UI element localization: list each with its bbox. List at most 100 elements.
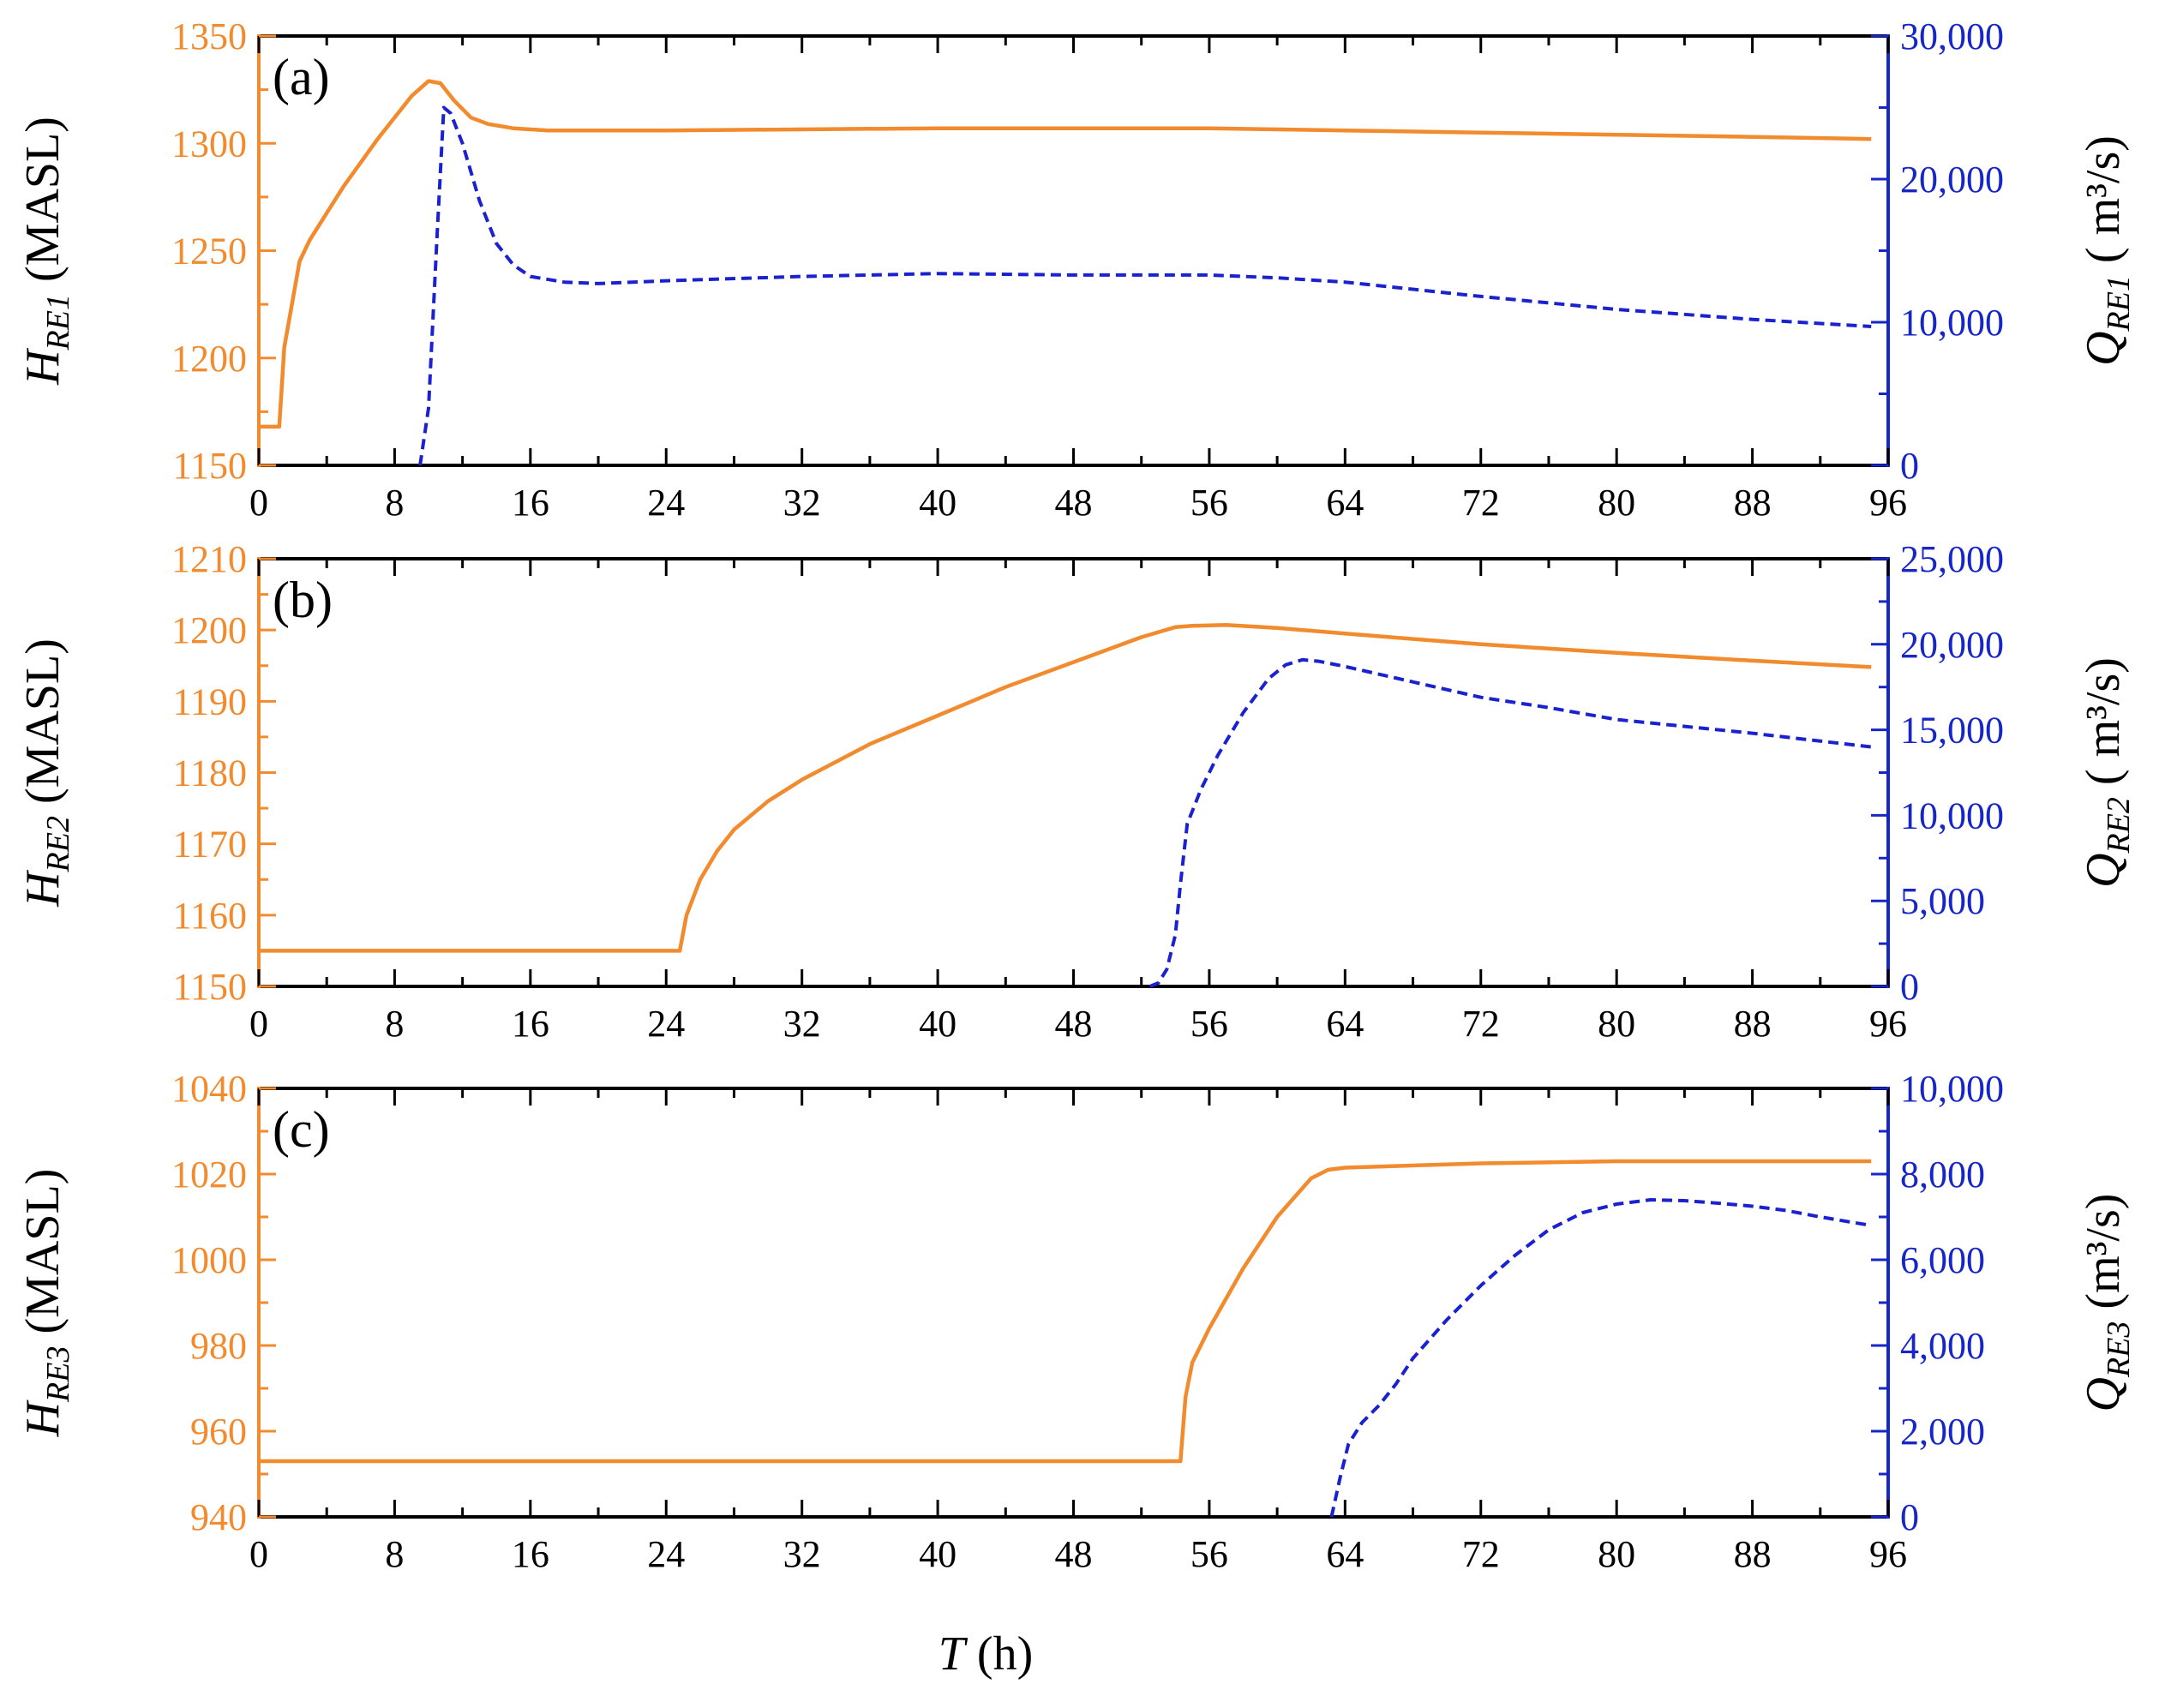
right-tick-label: 0 (1900, 445, 1919, 487)
x-tick-label: 16 (512, 1533, 549, 1575)
right-tick-label: 20,000 (1900, 159, 2004, 201)
x-tick-label: 80 (1598, 1003, 1635, 1045)
left-tick-label: 1160 (173, 895, 247, 937)
right-tick-label: 15,000 (1900, 710, 2004, 752)
x-tick-label: 32 (783, 482, 821, 524)
x-axis-title: T (h) (939, 1627, 1033, 1681)
right-tick-label: 0 (1900, 966, 1919, 1008)
panel-label: (c) (273, 1101, 330, 1158)
right-tick-label: 10,000 (1900, 302, 2004, 344)
x-tick-label: 24 (647, 482, 685, 524)
right-axis-title: QRE3 (m³/s) (2077, 1194, 2137, 1412)
x-tick-label: 48 (1055, 482, 1093, 524)
left-tick-label: 940 (190, 1496, 247, 1538)
left-axis-title-subscript: RE3 (40, 1346, 76, 1403)
x-tick-label: 64 (1326, 1003, 1364, 1045)
x-tick-label: 40 (919, 482, 957, 524)
left-tick-label: 1020 (171, 1154, 247, 1196)
left-tick-label: 1210 (171, 538, 247, 580)
x-tick-label: 72 (1462, 482, 1500, 524)
right-axis-title: QRE1 ( m³/s) (2077, 135, 2137, 366)
left-axis-title-unit: (MASL) (16, 638, 69, 816)
x-tick-label: 24 (647, 1533, 685, 1575)
left-axis-title-subscript: RE2 (40, 816, 76, 872)
x-tick-label: 16 (512, 482, 549, 524)
right-axis-title-unit: ( m³/s) (2077, 135, 2130, 275)
right-axis-title-symbol: Q (2077, 853, 2130, 887)
x-tick-label: 72 (1462, 1003, 1500, 1045)
series-line-h-re1 (259, 79, 1872, 429)
left-tick-label: 1200 (171, 338, 247, 380)
panel-label: (b) (273, 572, 333, 628)
x-tick-label: 24 (647, 1003, 685, 1045)
left-tick-label: 1040 (171, 1068, 247, 1110)
x-tick-label: 0 (249, 1533, 268, 1575)
left-tick-label: 1250 (171, 231, 247, 273)
left-tick-label: 1200 (171, 609, 247, 651)
panel-a: 0 8 16 24 32 40 48 56 64 72 80 88 96 1150 1200 1250 1300… (16, 15, 2137, 524)
x-tick-label: 88 (1734, 1003, 1772, 1045)
panel-b: 0 8 16 24 32 40 48 56 64 72 80 88 96 1150 1160 1170 1180… (16, 538, 2137, 1045)
x-tick-label: 96 (1869, 482, 1907, 524)
x-tick-label: 80 (1598, 1533, 1635, 1575)
x-tick-label: 32 (783, 1533, 821, 1575)
left-tick-label: 1170 (173, 824, 247, 866)
x-tick-label: 72 (1462, 1533, 1500, 1575)
right-tick-label: 30,000 (1900, 15, 2004, 57)
x-tick-label: 40 (919, 1003, 957, 1045)
series-line-q-re1 (418, 105, 1872, 466)
x-tick-label: 56 (1190, 1533, 1228, 1575)
right-axis-title-symbol: Q (2077, 1377, 2130, 1411)
x-tick-label: 0 (249, 482, 268, 524)
right-tick-label: 2,000 (1900, 1411, 1985, 1453)
right-tick-label: 10,000 (1900, 1068, 2004, 1110)
x-tick-label: 16 (512, 1003, 549, 1045)
right-tick-label: 0 (1900, 1496, 1919, 1538)
series-line-h-re2 (259, 623, 1872, 953)
left-axis-title-symbol: H (16, 870, 69, 908)
left-axis-title-unit: (MASL) (16, 1169, 69, 1346)
x-tick-label: 48 (1055, 1003, 1093, 1045)
left-tick-label: 980 (190, 1325, 247, 1367)
right-axis-title-subscript: RE1 (2101, 275, 2137, 332)
series-line-q-re3 (1329, 1198, 1872, 1518)
left-tick-label: 1350 (171, 15, 247, 57)
right-axis-title-subscript: RE3 (2101, 1321, 2137, 1378)
left-tick-label: 1180 (173, 752, 247, 794)
left-tick-label: 960 (190, 1411, 247, 1453)
left-axis-title-unit: (MASL) (16, 117, 69, 294)
right-axis-title-unit: (m³/s) (2077, 1194, 2130, 1321)
right-tick-label: 6,000 (1900, 1239, 1985, 1281)
x-tick-label: 8 (385, 1533, 404, 1575)
x-axis-title-unit: (h) (965, 1627, 1033, 1681)
panels-group: 0 8 16 24 32 40 48 56 64 72 80 88 961150120012501300… (16, 15, 2137, 1575)
left-tick-label: 1150 (173, 966, 247, 1008)
panel-label: (a) (273, 49, 330, 105)
x-tick-label: 88 (1734, 482, 1772, 524)
left-axis-title: HRE1 (MASL) (16, 117, 76, 386)
x-tick-label: 64 (1326, 1533, 1364, 1575)
x-tick-label: 48 (1055, 1533, 1093, 1575)
right-axis-title-symbol: Q (2077, 331, 2130, 365)
right-axis-title-subscript: RE2 (2101, 797, 2137, 854)
left-axis-title-symbol: H (16, 348, 69, 386)
x-tick-label: 40 (919, 1533, 957, 1575)
x-axis-title-variable: T (939, 1627, 969, 1681)
x-tick-label: 8 (385, 482, 404, 524)
left-tick-label: 1150 (173, 445, 247, 487)
right-tick-label: 8,000 (1900, 1154, 1985, 1196)
x-tick-label: 56 (1190, 1003, 1228, 1045)
x-tick-label: 56 (1190, 482, 1228, 524)
left-axis-title: HRE3 (MASL) (16, 1169, 76, 1438)
right-axis-title: QRE2 ( m³/s) (2077, 657, 2137, 888)
left-axis-title-subscript: RE1 (40, 294, 76, 351)
right-tick-label: 25,000 (1900, 538, 2004, 580)
left-tick-label: 1300 (171, 123, 247, 165)
left-tick-label: 1190 (173, 680, 247, 722)
x-tick-label: 0 (249, 1003, 268, 1045)
right-tick-label: 20,000 (1900, 624, 2004, 666)
right-axis-title-unit: ( m³/s) (2077, 657, 2130, 797)
x-tick-label: 8 (385, 1003, 404, 1045)
